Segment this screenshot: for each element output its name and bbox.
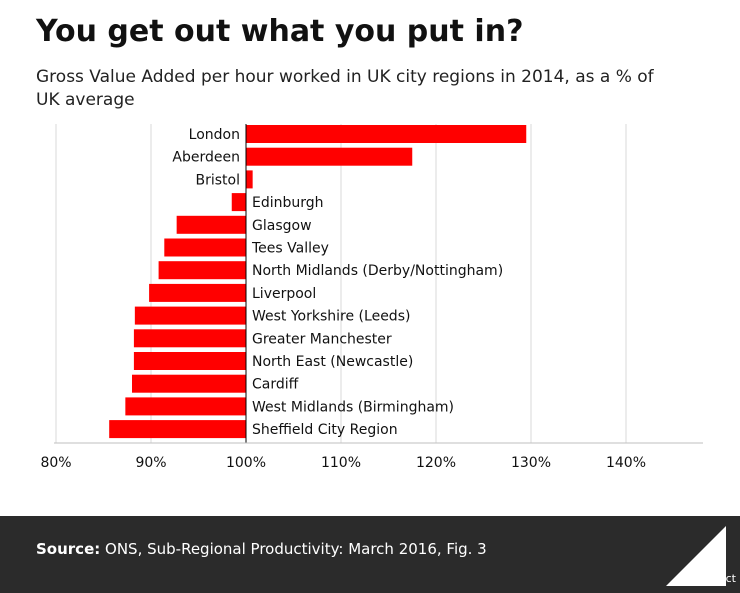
chart-title: You get out what you put in? — [36, 14, 524, 49]
source-text: ONS, Sub-Regional Productivity: March 20… — [105, 540, 487, 558]
category-label-13: Sheffield City Region — [252, 422, 398, 438]
category-label-9: Greater Manchester — [252, 331, 392, 347]
category-label-8: West Yorkshire (Leeds) — [252, 309, 410, 325]
category-label-11: Cardiff — [252, 377, 299, 393]
full-fact-logo-icon — [666, 526, 726, 586]
x-tick-label-3: 110% — [321, 455, 361, 471]
bar-8 — [134, 306, 246, 325]
category-labels: London Aberdeen Bristol Edinburgh Glasgow Tee… — [172, 127, 503, 438]
category-label-0: London — [189, 127, 240, 143]
x-tick-label-6: 140% — [606, 455, 646, 471]
source-note: Source: ONS, Sub-Regional Productivity: … — [36, 540, 487, 558]
category-label-1: Aberdeen — [172, 150, 240, 166]
category-label-4: Glasgow — [252, 218, 312, 234]
category-label-10: North East (Newcastle) — [252, 354, 413, 370]
logo-text: Full Fact — [691, 572, 736, 585]
x-tick-labels: 80% 90% 100% 110% 120% 130% 140% — [40, 455, 646, 471]
x-tick-label-4: 120% — [416, 455, 456, 471]
bar-3 — [231, 193, 246, 212]
bar-7 — [149, 283, 246, 302]
chart-subtitle: Gross Value Added per hour worked in UK … — [36, 67, 654, 110]
x-tick-label-5: 130% — [511, 455, 551, 471]
bar-2 — [246, 170, 253, 189]
source-label: Source: — [36, 540, 101, 558]
bars — [109, 125, 527, 439]
bar-5 — [164, 238, 246, 257]
bar-6 — [158, 261, 246, 280]
bar-12 — [125, 397, 246, 416]
bar-11 — [132, 374, 246, 393]
category-label-12: West Midlands (Birmingham) — [252, 399, 454, 415]
bar-0 — [246, 125, 527, 143]
bar-9 — [133, 329, 246, 348]
category-label-6: North Midlands (Derby/Nottingham) — [252, 263, 503, 279]
bar-10 — [133, 352, 246, 370]
bar-chart: London Aberdeen Bristol Edinburgh Glasgow Tee… — [40, 124, 703, 471]
x-tick-label-0: 80% — [40, 455, 71, 471]
bar-1 — [246, 147, 413, 166]
category-label-3: Edinburgh — [252, 195, 324, 211]
bar-13 — [109, 420, 246, 439]
grid-lines — [55, 124, 627, 443]
footer: Source: ONS, Sub-Regional Productivity: … — [0, 516, 740, 593]
category-label-5: Tees Valley — [251, 241, 329, 257]
bar-4 — [176, 215, 246, 234]
axes — [54, 124, 703, 444]
x-tick-label-1: 90% — [135, 455, 166, 471]
x-tick-label-2: 100% — [226, 455, 266, 471]
category-label-7: Liverpool — [252, 286, 316, 302]
category-label-2: Bristol — [196, 172, 241, 188]
